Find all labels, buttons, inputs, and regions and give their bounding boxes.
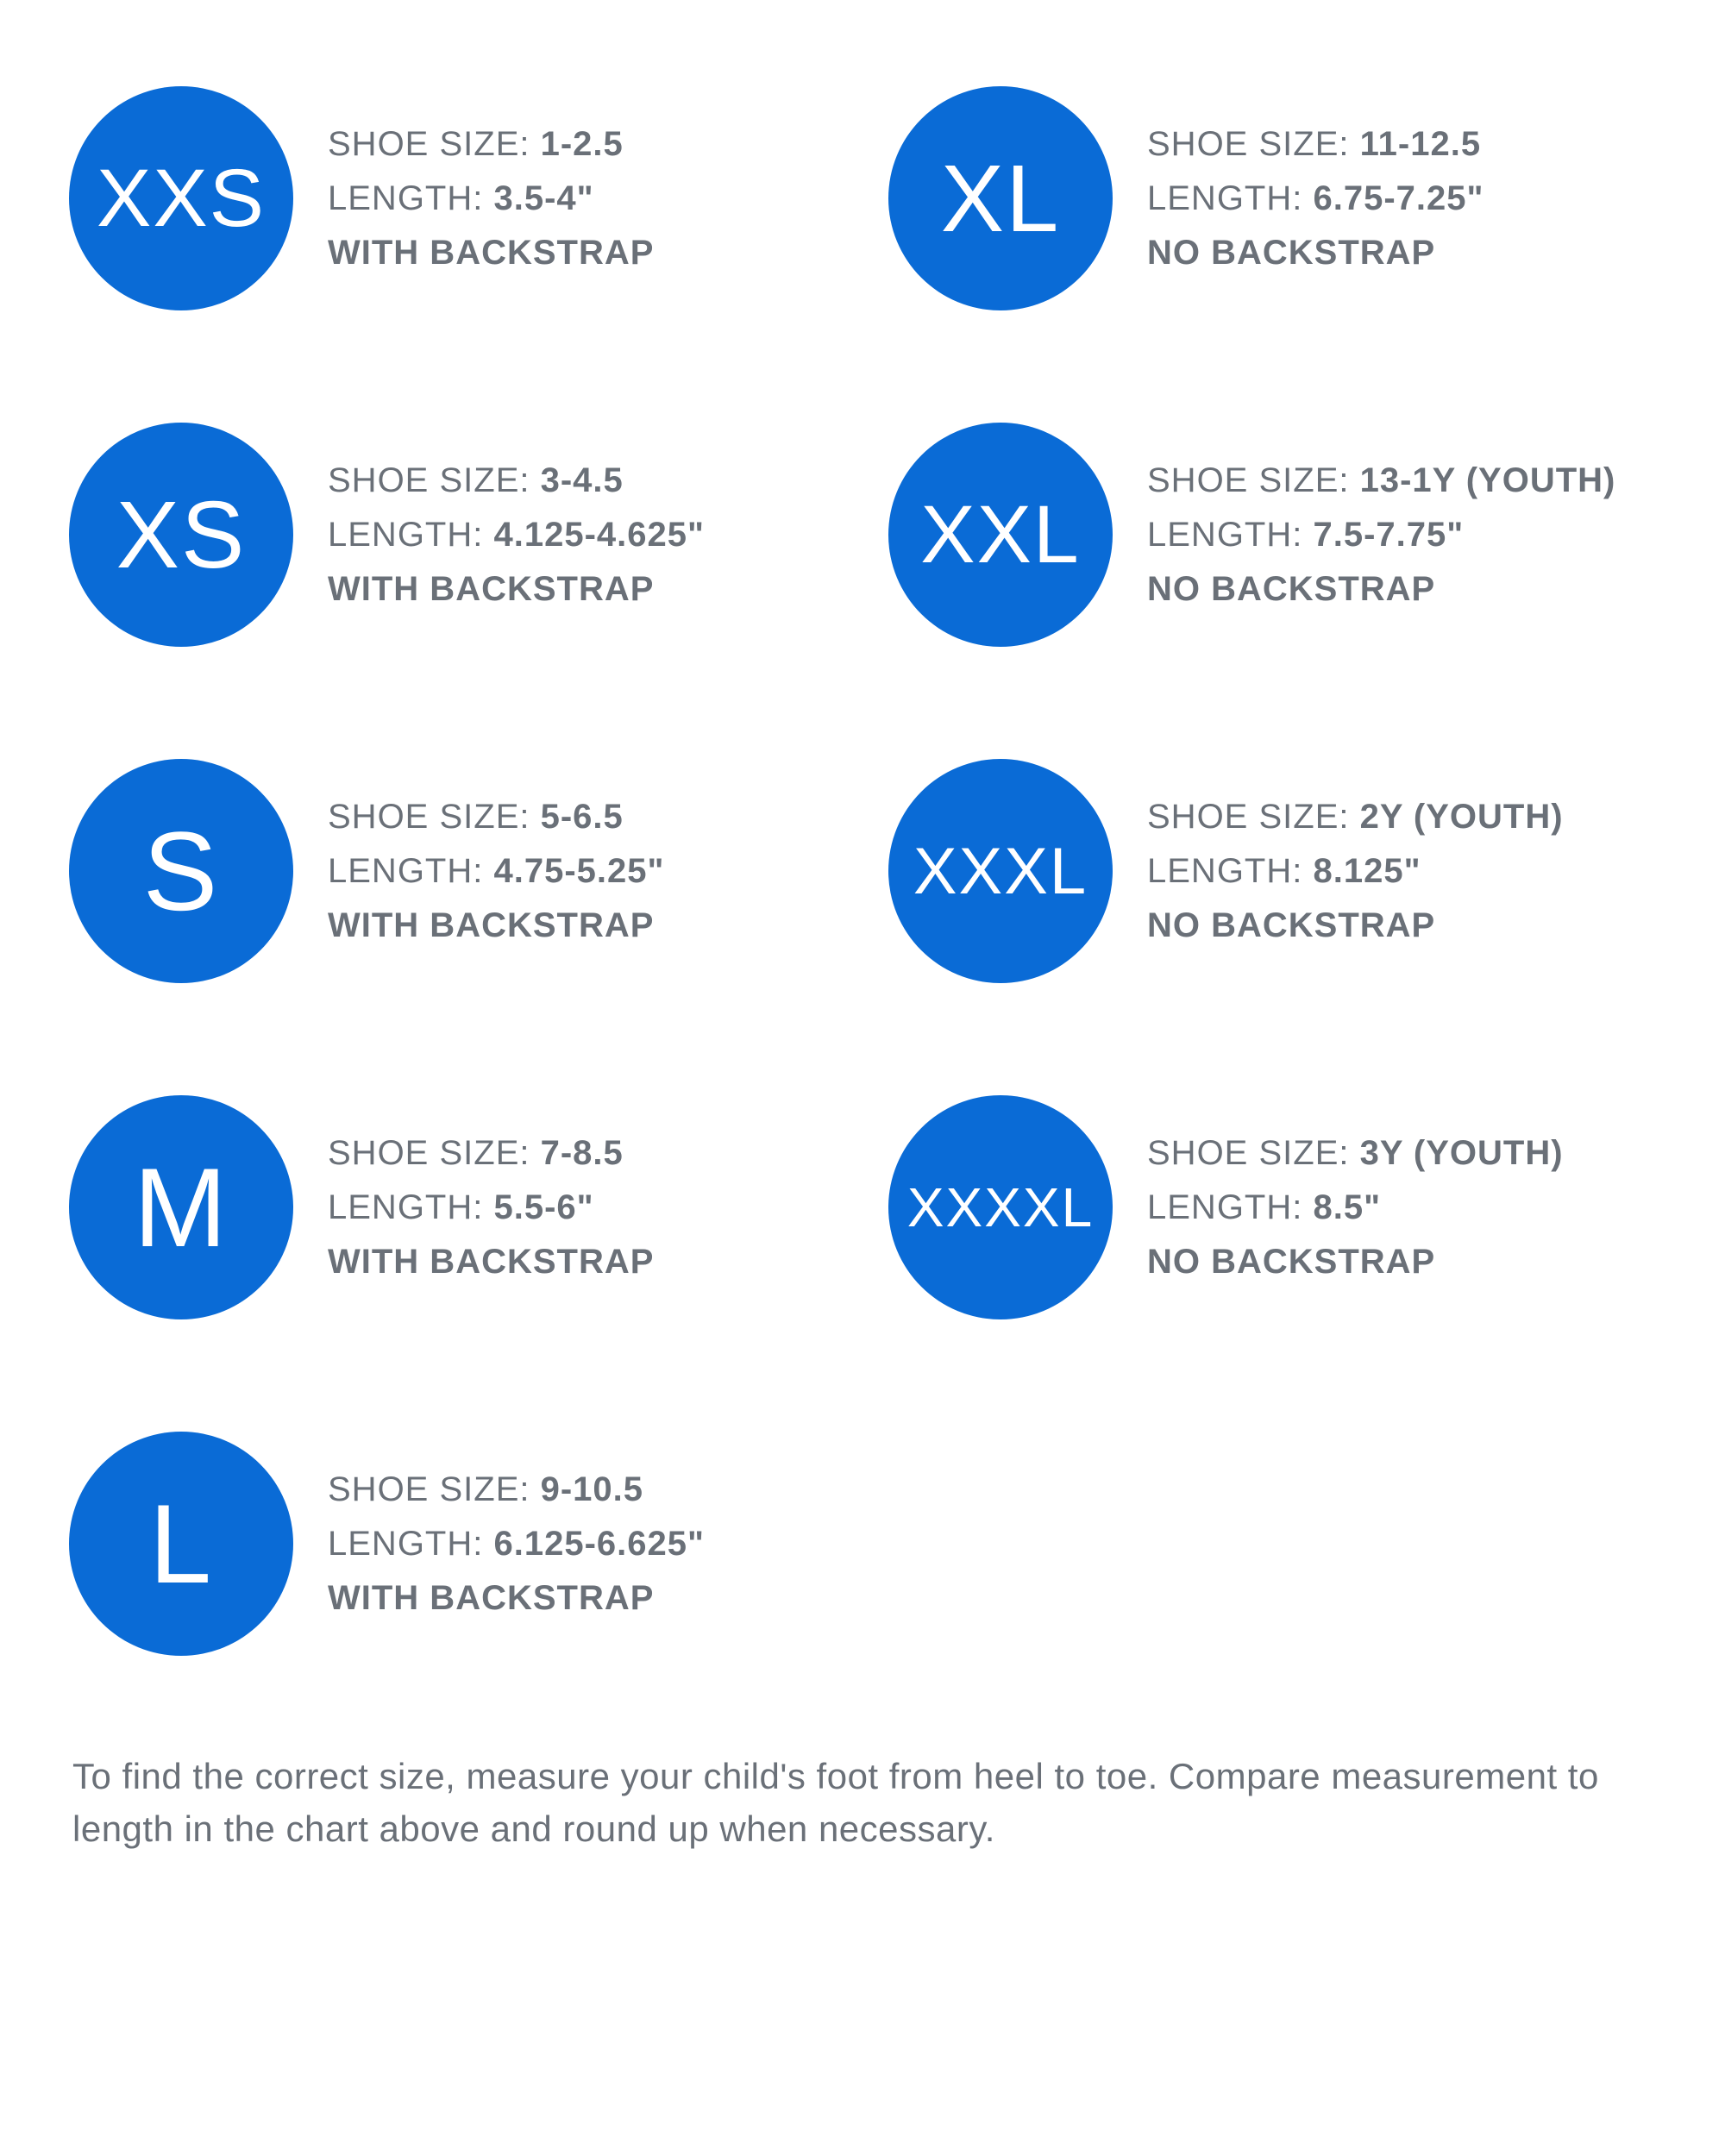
size-item: S SHOE SIZE: 5-6.5 LENGTH: 4.75-5.25" WITH … [69,759,837,983]
size-details: SHOE SIZE: 3-4.5 LENGTH: 4.125-4.625" WITH… [328,461,705,609]
length-label: LENGTH: [328,179,493,217]
size-badge: M [69,1095,293,1319]
length-line: LENGTH: 4.125-4.625" [328,516,705,555]
shoe-size-line: SHOE SIZE: 9-10.5 [328,1470,705,1509]
shoe-size-line: SHOE SIZE: 13-1Y (YOUTH) [1147,461,1615,500]
size-details: SHOE SIZE: 1-2.5 LENGTH: 3.5-4" WITH BACKS… [328,125,654,273]
size-item: XL SHOE SIZE: 11-12.5 LENGTH: 6.75-7.25" NO… [888,86,1656,310]
size-item: XXS SHOE SIZE: 1-2.5 LENGTH: 3.5-4" WITH BA… [69,86,837,310]
shoe-size-value: 3Y (YOUTH) [1360,1134,1564,1172]
backstrap-line: WITH BACKSTRAP [328,570,705,609]
size-item: M SHOE SIZE: 7-8.5 LENGTH: 5.5-6" WITH BACK… [69,1095,837,1319]
length-label: LENGTH: [328,1188,493,1226]
length-label: LENGTH: [1147,516,1313,554]
size-item: XXXXL SHOE SIZE: 3Y (YOUTH) LENGTH: 8.5" NO… [888,1095,1656,1319]
length-label: LENGTH: [1147,179,1313,217]
shoe-size-line: SHOE SIZE: 3-4.5 [328,461,705,500]
shoe-size-label: SHOE SIZE: [328,125,541,163]
backstrap-line: WITH BACKSTRAP [328,234,654,273]
length-value: 4.125-4.625" [493,516,704,554]
size-details: SHOE SIZE: 9-10.5 LENGTH: 6.125-6.625" WIT… [328,1470,705,1618]
backstrap-line: WITH BACKSTRAP [328,1579,705,1618]
shoe-size-line: SHOE SIZE: 7-8.5 [328,1134,654,1173]
length-value: 7.5-7.75" [1313,516,1464,554]
size-item: L SHOE SIZE: 9-10.5 LENGTH: 6.125-6.625" WI… [69,1432,837,1656]
size-badge: XL [888,86,1113,310]
shoe-size-label: SHOE SIZE: [1147,461,1360,499]
size-details: SHOE SIZE: 3Y (YOUTH) LENGTH: 8.5" NO BACK… [1147,1134,1564,1282]
size-item: XXXL SHOE SIZE: 2Y (YOUTH) LENGTH: 8.125" N… [888,759,1656,983]
size-badge: XXXL [888,759,1113,983]
shoe-size-label: SHOE SIZE: [1147,1134,1360,1172]
length-label: LENGTH: [1147,852,1313,890]
shoe-size-value: 5-6.5 [541,798,624,836]
shoe-size-value: 2Y (YOUTH) [1360,798,1564,836]
size-details: SHOE SIZE: 11-12.5 LENGTH: 6.75-7.25" NO B… [1147,125,1484,273]
backstrap-line: NO BACKSTRAP [1147,906,1564,945]
shoe-size-line: SHOE SIZE: 11-12.5 [1147,125,1484,164]
shoe-size-value: 11-12.5 [1360,125,1481,163]
length-label: LENGTH: [328,1525,493,1563]
shoe-size-value: 9-10.5 [541,1470,643,1508]
backstrap-line: NO BACKSTRAP [1147,1243,1564,1282]
shoe-size-value: 13-1Y (YOUTH) [1360,461,1616,499]
length-value: 8.5" [1313,1188,1381,1226]
shoe-size-value: 1-2.5 [541,125,624,163]
length-value: 4.75-5.25" [493,852,664,890]
size-badge: XS [69,423,293,647]
length-value: 5.5-6" [493,1188,593,1226]
length-line: LENGTH: 7.5-7.75" [1147,516,1615,555]
size-details: SHOE SIZE: 7-8.5 LENGTH: 5.5-6" WITH BACKS… [328,1134,654,1282]
length-label: LENGTH: [1147,1188,1313,1226]
length-value: 6.75-7.25" [1313,179,1484,217]
backstrap-line: NO BACKSTRAP [1147,234,1484,273]
shoe-size-label: SHOE SIZE: [328,1470,541,1508]
length-value: 3.5-4" [493,179,593,217]
size-badge: XXL [888,423,1113,647]
shoe-size-line: SHOE SIZE: 5-6.5 [328,798,664,837]
length-line: LENGTH: 8.5" [1147,1188,1564,1227]
length-value: 6.125-6.625" [493,1525,704,1563]
shoe-size-label: SHOE SIZE: [1147,798,1360,836]
shoe-size-line: SHOE SIZE: 3Y (YOUTH) [1147,1134,1564,1173]
size-badge: XXS [69,86,293,310]
backstrap-line: NO BACKSTRAP [1147,570,1615,609]
length-label: LENGTH: [328,516,493,554]
length-line: LENGTH: 8.125" [1147,852,1564,891]
length-value: 8.125" [1313,852,1421,890]
size-badge: XXXXL [888,1095,1113,1319]
length-line: LENGTH: 5.5-6" [328,1188,654,1227]
size-grid: XXS SHOE SIZE: 1-2.5 LENGTH: 3.5-4" WITH BA… [69,86,1656,1656]
size-item: XS SHOE SIZE: 3-4.5 LENGTH: 4.125-4.625" WI… [69,423,837,647]
size-badge: S [69,759,293,983]
size-details: SHOE SIZE: 13-1Y (YOUTH) LENGTH: 7.5-7.75… [1147,461,1615,609]
shoe-size-line: SHOE SIZE: 1-2.5 [328,125,654,164]
shoe-size-value: 3-4.5 [541,461,624,499]
size-badge: L [69,1432,293,1656]
shoe-size-label: SHOE SIZE: [328,1134,541,1172]
length-line: LENGTH: 6.125-6.625" [328,1525,705,1564]
length-line: LENGTH: 3.5-4" [328,179,654,218]
shoe-size-label: SHOE SIZE: [1147,125,1360,163]
size-details: SHOE SIZE: 2Y (YOUTH) LENGTH: 8.125" NO BA… [1147,798,1564,945]
size-details: SHOE SIZE: 5-6.5 LENGTH: 4.75-5.25" WITH B… [328,798,664,945]
footer-instructions: To find the correct size, measure your c… [69,1751,1656,1856]
shoe-size-label: SHOE SIZE: [328,798,541,836]
shoe-size-label: SHOE SIZE: [328,461,541,499]
shoe-size-line: SHOE SIZE: 2Y (YOUTH) [1147,798,1564,837]
backstrap-line: WITH BACKSTRAP [328,906,664,945]
backstrap-line: WITH BACKSTRAP [328,1243,654,1282]
length-line: LENGTH: 4.75-5.25" [328,852,664,891]
length-line: LENGTH: 6.75-7.25" [1147,179,1484,218]
shoe-size-value: 7-8.5 [541,1134,624,1172]
size-item: XXL SHOE SIZE: 13-1Y (YOUTH) LENGTH: 7.5-7… [888,423,1656,647]
length-label: LENGTH: [328,852,493,890]
